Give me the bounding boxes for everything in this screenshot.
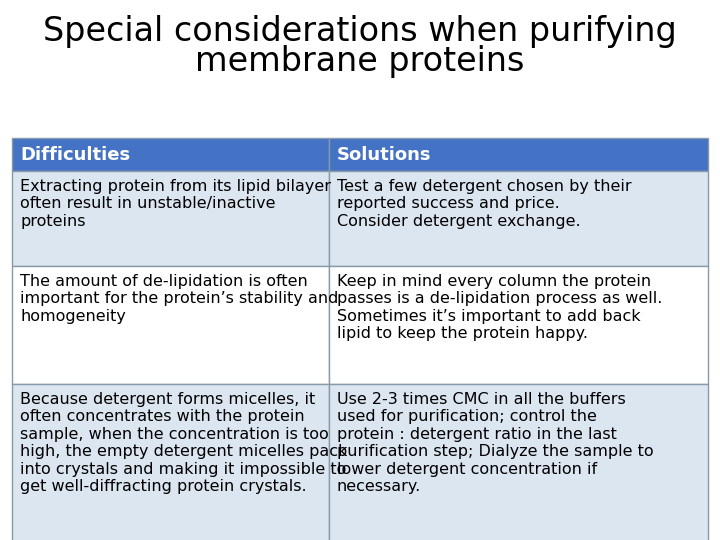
Bar bbox=[328, 384, 708, 540]
Text: Difficulties: Difficulties bbox=[20, 145, 130, 164]
Text: membrane proteins: membrane proteins bbox=[195, 45, 525, 78]
Bar bbox=[12, 384, 328, 540]
Bar bbox=[12, 171, 328, 266]
Text: Because detergent forms micelles, it
often concentrates with the protein
sample,: Because detergent forms micelles, it oft… bbox=[20, 392, 347, 494]
Text: Extracting protein from its lipid bilayer
often result in unstable/inactive
prot: Extracting protein from its lipid bilaye… bbox=[20, 179, 331, 229]
Bar bbox=[328, 171, 708, 266]
Text: Use 2-3 times CMC in all the buffers
used for purification; control the
protein : Use 2-3 times CMC in all the buffers use… bbox=[337, 392, 653, 494]
Bar bbox=[12, 266, 328, 384]
Text: Special considerations when purifying: Special considerations when purifying bbox=[43, 15, 677, 48]
Text: Keep in mind every column the protein
passes is a de-lipidation process as well.: Keep in mind every column the protein pa… bbox=[337, 274, 662, 341]
Text: Test a few detergent chosen by their
reported success and price.
Consider deterg: Test a few detergent chosen by their rep… bbox=[337, 179, 631, 229]
Text: Solutions: Solutions bbox=[337, 145, 431, 164]
Bar bbox=[328, 266, 708, 384]
Text: The amount of de-lipidation is often
important for the protein’s stability and
h: The amount of de-lipidation is often imp… bbox=[20, 274, 338, 324]
Bar bbox=[328, 138, 708, 171]
Bar bbox=[12, 138, 328, 171]
